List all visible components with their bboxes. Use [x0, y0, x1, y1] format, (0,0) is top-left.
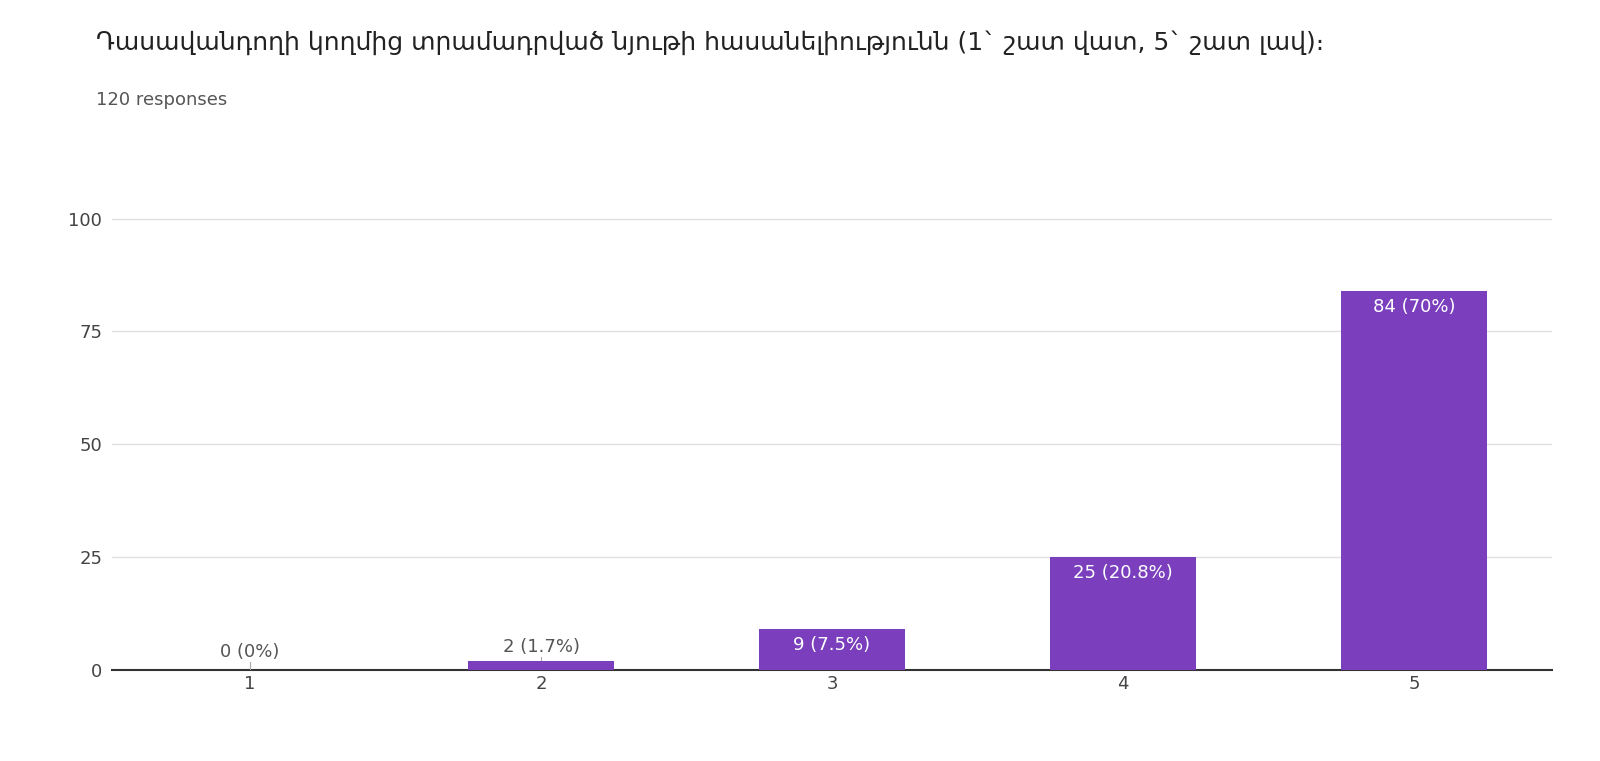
Bar	[760, 629, 904, 670]
Text: 120 responses: 120 responses	[96, 91, 227, 110]
Text: 84 (70%): 84 (70%)	[1373, 298, 1454, 316]
Text: 25 (20.8%): 25 (20.8%)	[1074, 564, 1173, 581]
Bar	[1050, 557, 1195, 670]
Text: 9 (7.5%): 9 (7.5%)	[794, 636, 870, 654]
Text: Դասավանդողի կողմից տրամադրված նյութի հասանելիությունն (1` շատ վատ, 5` շատ լավ)։: Դասավանդողի կողմից տրամադրված նյութի հաս…	[96, 30, 1325, 55]
Text: 0 (0%): 0 (0%)	[221, 642, 280, 661]
Bar	[469, 661, 614, 670]
Text: 2 (1.7%): 2 (1.7%)	[502, 638, 579, 656]
Bar	[1341, 291, 1486, 670]
